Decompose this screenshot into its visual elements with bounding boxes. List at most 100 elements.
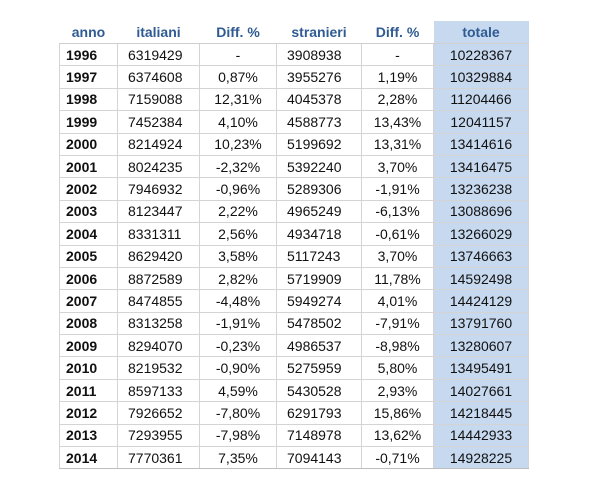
cell-diff-stranieri: -0,61% [361,222,434,246]
cell-diff-stranieri: 13,43% [361,110,434,134]
cell-diff-italiani: 2,56% [199,222,277,246]
cell-anno: 1996 [59,42,118,67]
cell-totale: 13414616 [433,132,529,156]
cell-stranieri: 5392240 [276,154,362,179]
table-row: 2007 8474855 -4,48% 5949274 4,01% 14424129 [59,289,529,313]
cell-totale: 14442933 [433,423,529,448]
cell-totale: 14027661 [433,378,529,403]
cell-diff-stranieri: -6,13% [361,199,434,224]
presence-table: anno italiani Diff. % stranieri Diff. % … [59,21,529,470]
cell-diff-italiani: 4,10% [199,110,277,134]
cell-italiani: 7159088 [117,87,200,112]
data-table-container: anno italiani Diff. % stranieri Diff. % … [59,21,529,470]
cell-stranieri: 4045378 [276,87,362,112]
cell-diff-stranieri: -1,91% [361,177,434,201]
cell-italiani: 8123447 [117,199,200,224]
cell-diff-stranieri: 2,93% [361,378,434,403]
cell-totale: 14928225 [433,446,529,470]
cell-diff-stranieri: 1,19% [361,65,434,89]
table-row: 2001 8024235 -2,32% 5392240 3,70% 13416475 [59,154,529,179]
header-anno: anno [59,21,118,44]
cell-italiani: 7946932 [117,177,200,201]
cell-totale: 14218445 [433,401,529,425]
cell-italiani: 7926652 [117,401,200,425]
cell-diff-stranieri: - [361,42,434,67]
cell-diff-italiani: 0,87% [199,65,277,89]
cell-italiani: 6374608 [117,65,200,89]
cell-diff-italiani: 10,23% [199,132,277,156]
header-stranieri: stranieri [276,21,362,44]
cell-italiani: 8597133 [117,378,200,403]
cell-totale: 11204466 [433,87,529,112]
cell-totale: 14424129 [433,289,529,313]
cell-diff-italiani: -7,80% [199,401,277,425]
cell-diff-italiani: 4,59% [199,378,277,403]
table-row: 2010 8219532 -0,90% 5275959 5,80% 13495491 [59,356,529,380]
cell-diff-stranieri: 3,70% [361,244,434,268]
cell-stranieri: 3955276 [276,65,362,89]
cell-italiani: 8313258 [117,311,200,336]
cell-diff-stranieri: 13,62% [361,423,434,448]
cell-diff-stranieri: -0,71% [361,446,434,470]
cell-diff-italiani: 3,58% [199,244,277,268]
table-row: 2005 8629420 3,58% 5117243 3,70% 13746663 [59,244,529,268]
cell-diff-stranieri: 2,28% [361,87,434,112]
cell-totale: 13266029 [433,222,529,246]
cell-stranieri: 5199692 [276,132,362,156]
cell-italiani: 7770361 [117,446,200,470]
cell-totale: 13236238 [433,177,529,201]
table-row: 1996 6319429-3908938-10228367 [59,42,529,67]
table-row: 2011 8597133 4,59% 5430528 2,93% 14027661 [59,378,529,403]
cell-stranieri: 5478502 [276,311,362,336]
cell-stranieri: 5430528 [276,378,362,403]
cell-stranieri: 4965249 [276,199,362,224]
cell-totale: 10228367 [433,42,529,67]
table-row: 2008 8313258 -1,91% 5478502 -7,91% 13791760 [59,311,529,336]
cell-totale: 13088696 [433,199,529,224]
cell-totale: 10329884 [433,65,529,89]
cell-stranieri: 7094143 [276,446,362,470]
cell-diff-italiani: -0,23% [199,334,277,358]
table-row: 1998 7159088 12,31% 4045378 2,28% 11204466 [59,87,529,112]
cell-diff-italiani: 7,35% [199,446,277,470]
cell-italiani: 7293955 [117,423,200,448]
cell-stranieri: 4588773 [276,110,362,134]
table-header-row: anno italiani Diff. % stranieri Diff. % … [59,21,529,44]
header-totale: totale [433,21,529,44]
cell-totale: 13416475 [433,154,529,179]
cell-diff-italiani: 2,22% [199,199,277,224]
cell-anno: 2004 [59,222,118,246]
table-row: 2012 7926652 -7,80% 6291793 15,86% 14218445 [59,401,529,425]
cell-stranieri: 4986537 [276,334,362,358]
cell-italiani: 8219532 [117,356,200,380]
cell-diff-stranieri: -7,91% [361,311,434,336]
cell-anno: 2003 [59,199,118,224]
cell-anno: 2007 [59,289,118,313]
cell-stranieri: 5949274 [276,289,362,313]
table-row: 2009 8294070 -0,23% 4986537 -8,98% 13280607 [59,334,529,358]
cell-diff-stranieri: 13,31% [361,132,434,156]
cell-anno: 2001 [59,154,118,179]
cell-stranieri: 5719909 [276,266,362,291]
header-diff-italiani: Diff. % [199,21,277,44]
table-body: 1996 6319429-3908938-10228367 1997 6374608 0… [59,42,529,470]
cell-italiani: 6319429 [117,42,200,67]
cell-stranieri: 5117243 [276,244,362,268]
cell-totale: 13495491 [433,356,529,380]
cell-anno: 2008 [59,311,118,336]
cell-anno: 2005 [59,244,118,268]
cell-diff-italiani: -1,91% [199,311,277,336]
cell-stranieri: 5275959 [276,356,362,380]
header-diff-stranieri: Diff. % [361,21,434,44]
cell-diff-italiani: -7,98% [199,423,277,448]
cell-anno: 2012 [59,401,118,425]
table-row: 1999 7452384 4,10% 4588773 13,43% 12041157 [59,110,529,134]
table-row: 2000 8214924 10,23% 5199692 13,31% 13414616 [59,132,529,156]
cell-totale: 12041157 [433,110,529,134]
cell-totale: 13746663 [433,244,529,268]
cell-diff-italiani: -0,90% [199,356,277,380]
cell-italiani: 8214924 [117,132,200,156]
cell-stranieri: 4934718 [276,222,362,246]
header-italiani: italiani [117,21,200,44]
cell-italiani: 8474855 [117,289,200,313]
